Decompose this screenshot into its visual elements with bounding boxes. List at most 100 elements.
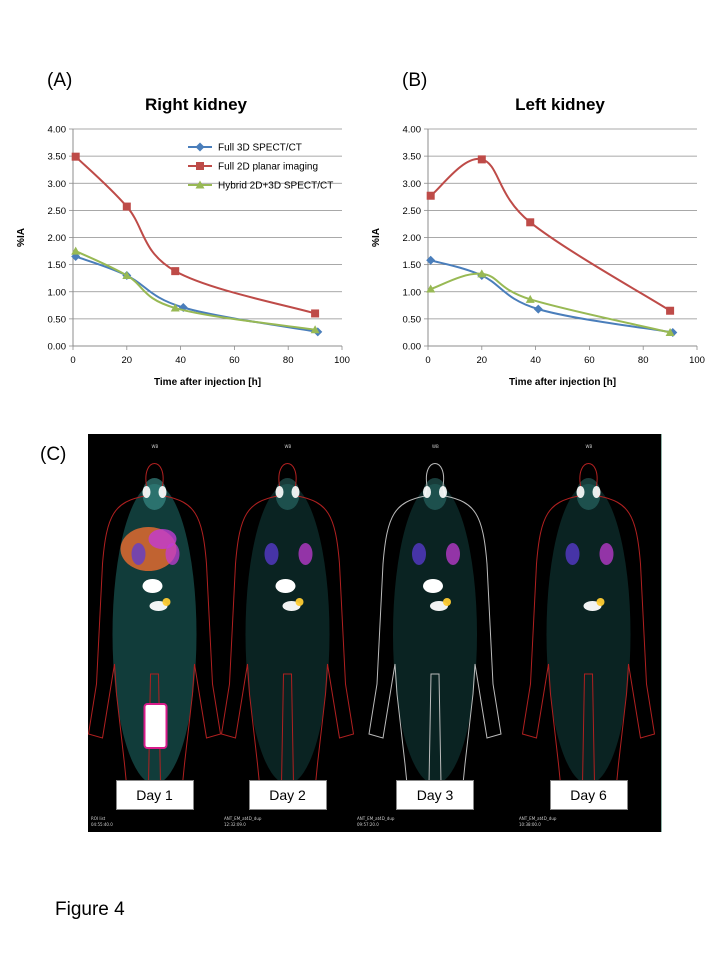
intestine-uptake (295, 598, 304, 606)
head-uptake (423, 478, 447, 510)
gland-uptake (275, 486, 284, 498)
legend-marker (195, 180, 205, 189)
bladder-uptake (142, 579, 163, 593)
y-tick-label: 1.50 (48, 260, 67, 271)
chart-1: Right kidney 0.00 0.50 1.00 1.50 2.00 2.50 3.00… (16, 95, 350, 388)
body-uptake (546, 484, 631, 784)
x-axis-title: Time after injection [h] (509, 377, 616, 388)
y-tick-label: 0.50 (403, 314, 422, 325)
y-tick-label: 0.00 (403, 342, 422, 353)
body-uptake (245, 484, 330, 784)
kidney-uptake (165, 543, 180, 565)
series-line-2 (430, 158, 671, 312)
body-contour (521, 463, 656, 785)
kidney-uptake (412, 543, 426, 565)
gland-uptake (158, 486, 167, 498)
scan-panel-day-4: WB ANT_EM_at4D_dup 10:38:00.0 Day 6 (516, 434, 662, 832)
x-tick-label: 0 (70, 355, 75, 366)
scan-roi-label: ANT_EM_at4D_dup (224, 816, 262, 821)
x-tick-label: 20 (477, 355, 488, 366)
scan-roi-label: ANT_EM_at4D_dup (519, 816, 557, 821)
panel-label-c: (C) (40, 444, 67, 465)
y-axis-title: %IA (16, 228, 27, 247)
series-line-3 (75, 250, 316, 331)
data-point (526, 218, 535, 227)
bladder-uptake (423, 579, 443, 593)
y-tick-label: 3.50 (48, 152, 67, 163)
legend-label: Full 3D SPECT/CT (218, 143, 302, 154)
y-tick-label: 0.50 (48, 314, 67, 325)
scan-top-label: WB (151, 444, 159, 449)
y-tick-label: 4.00 (403, 125, 422, 136)
data-point (525, 294, 535, 303)
gland-uptake (592, 486, 601, 498)
data-point (170, 303, 180, 312)
scan-roi-label: ROI list (91, 816, 106, 821)
legend-marker (196, 162, 204, 170)
scan-timestamp: 04:55:40.0 (91, 822, 113, 827)
x-axis-title: Time after injection [h] (154, 377, 261, 388)
legend-label: Full 2D planar imaging (218, 162, 318, 173)
y-tick-label: 4.00 (48, 125, 67, 136)
legend-label: Hybrid 2D+3D SPECT/CT (218, 181, 333, 192)
panel-label-b: (B) (402, 70, 428, 91)
x-tick-label: 60 (584, 355, 595, 366)
gland-uptake (142, 486, 151, 498)
data-point (122, 270, 132, 279)
data-point (311, 309, 320, 318)
kidney-uptake (298, 543, 313, 565)
scan-panel-day-2: WB ANT_EM_at4D_dup 12:32:09.0 Day 2 (221, 434, 355, 832)
data-point (171, 267, 180, 276)
y-axis-title: %IA (371, 228, 382, 247)
body-uptake (393, 484, 477, 784)
y-tick-label: 3.00 (403, 179, 422, 190)
chart-title: Right kidney (145, 95, 248, 114)
y-tick-label: 1.00 (403, 287, 422, 298)
bladder-uptake (275, 579, 296, 593)
data-point (426, 255, 436, 265)
body-contour (221, 463, 354, 785)
x-tick-label: 100 (334, 355, 350, 366)
y-tick-label: 2.00 (48, 233, 67, 244)
series-line-3 (430, 272, 671, 334)
kidney-charts: Right kidney 0.00 0.50 1.00 1.50 2.00 2.50 3.00… (16, 95, 705, 388)
gland-uptake (576, 486, 585, 498)
day-label: Day 1 (115, 780, 194, 810)
y-tick-label: 2.50 (403, 206, 422, 217)
y-tick-label: 1.00 (48, 287, 67, 298)
kidney-uptake (599, 543, 614, 565)
gland-uptake (291, 486, 300, 498)
day-label: Day 3 (396, 780, 474, 810)
x-tick-label: 80 (638, 355, 649, 366)
spleen-uptake (148, 529, 177, 549)
legend: Full 3D SPECT/CT Full 2D planar imaging Hy… (188, 142, 333, 192)
data-point (477, 269, 487, 278)
day-label: Day 6 (549, 780, 628, 810)
x-tick-label: 0 (425, 355, 430, 366)
scan-image (88, 463, 221, 785)
intestine-uptake (596, 598, 605, 606)
x-tick-label: 40 (175, 355, 186, 366)
scan-strip: WB ROI list 04:55:40.0 Day 1 WB ANT_EM_at4D_d… (88, 434, 662, 832)
body-contour (88, 463, 221, 785)
y-tick-label: 3.00 (48, 179, 67, 190)
head-uptake (576, 478, 601, 510)
scan-timestamp: 09:57:20.0 (357, 822, 379, 827)
chart-title: Left kidney (515, 95, 605, 114)
data-point (666, 306, 675, 315)
y-tick-label: 1.50 (403, 260, 422, 271)
day-label: Day 2 (248, 780, 327, 810)
x-tick-label: 80 (283, 355, 294, 366)
series-line-1 (430, 259, 673, 334)
data-point (122, 202, 131, 211)
data-point (426, 191, 435, 200)
scan-top-label: WB (284, 444, 292, 449)
chart-2: Left kidney 0.00 0.50 1.00 1.50 2.00 2.50 3.00 3… (371, 95, 705, 388)
data-point (477, 155, 486, 164)
x-tick-label: 40 (530, 355, 541, 366)
scan-timestamp: 10:38:00.0 (519, 822, 541, 827)
kidney-uptake (131, 543, 146, 565)
scan-top-label: WB (585, 444, 593, 449)
data-point (310, 325, 320, 334)
x-tick-label: 60 (229, 355, 240, 366)
